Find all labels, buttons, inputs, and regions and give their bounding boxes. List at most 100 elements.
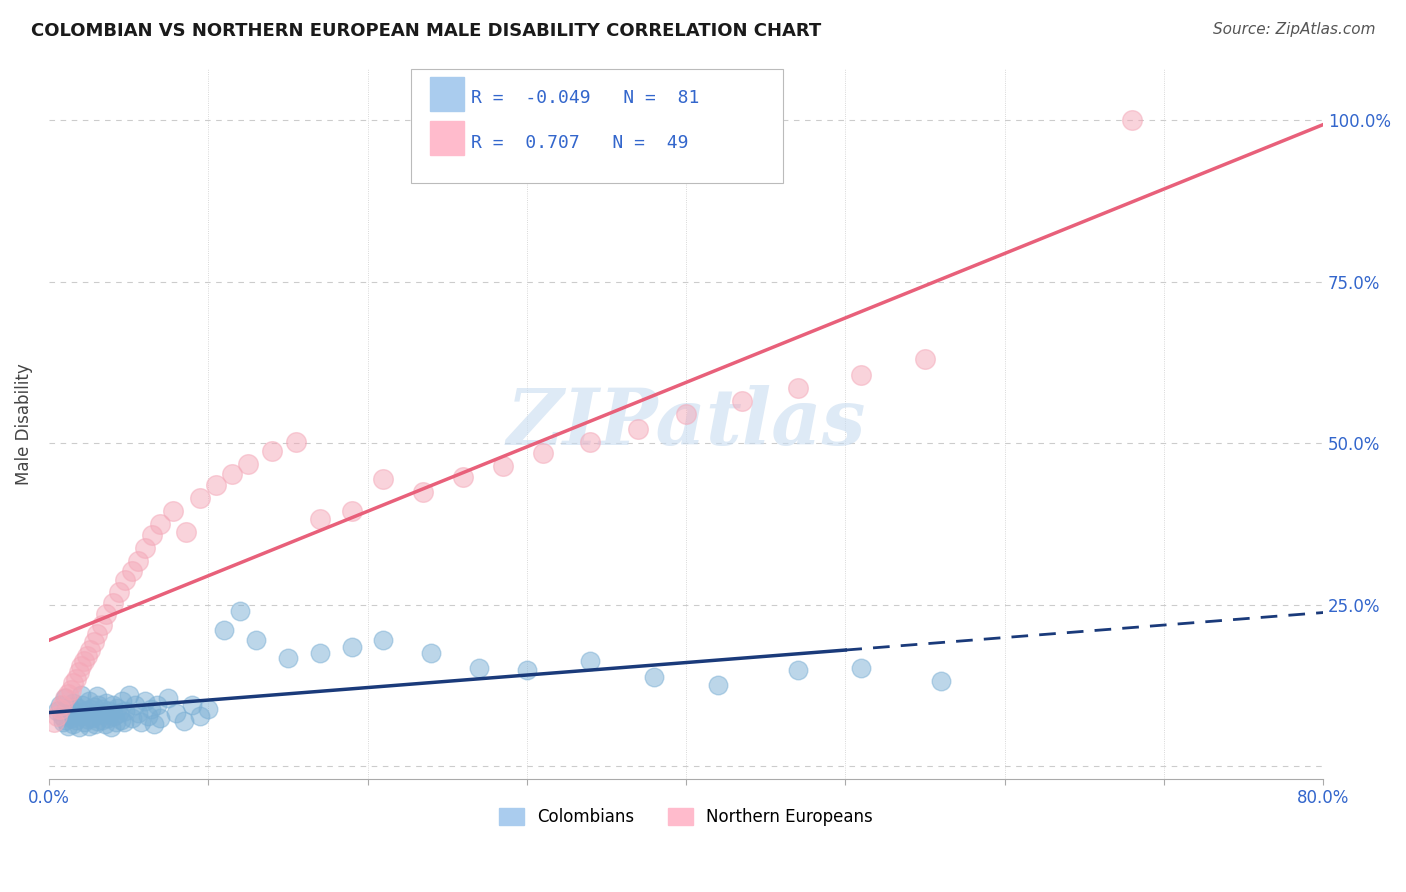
Point [284,434,307,449]
Point [468,661,491,675]
Point [731,394,754,409]
Point [197,702,219,716]
Point [786,664,808,678]
Point [114,704,136,718]
Point [59,699,82,714]
Point [851,661,873,675]
Point [86,690,108,704]
Point [84,717,107,731]
Point [101,596,124,610]
Point [53,691,76,706]
Point [67,665,90,680]
Point [173,714,195,728]
Point [67,720,90,734]
Point [55,702,77,716]
Point [914,352,936,367]
Point [45,708,67,723]
Point [56,719,79,733]
Point [100,720,122,734]
Point [69,688,91,702]
Point [121,710,143,724]
Point [86,626,108,640]
Point [90,713,112,727]
Point [87,698,110,712]
Point [340,640,363,654]
Point [308,646,330,660]
Point [83,635,105,649]
Point [60,682,83,697]
Point [308,512,330,526]
Point [146,698,169,712]
Point [108,706,131,720]
Point [69,708,91,723]
Point [420,646,443,660]
Point [76,712,98,726]
Point [96,607,118,622]
Point [134,541,156,555]
Point [75,704,97,718]
Point [73,654,96,668]
Point [277,650,299,665]
Point [112,715,135,730]
Point [188,491,211,505]
Point [52,715,75,730]
Point [65,672,87,686]
Point [101,698,124,712]
Point [45,704,67,718]
Point [340,504,363,518]
Point [143,717,166,731]
Point [127,706,149,720]
Point [108,584,131,599]
Point [76,649,98,664]
Point [103,708,125,723]
Point [134,694,156,708]
Point [91,702,114,716]
Point [516,664,538,678]
Point [579,654,602,668]
Point [114,573,136,587]
Point [212,624,235,638]
Point [63,706,86,720]
Point [124,698,146,712]
Point [675,407,697,421]
Point [627,422,650,436]
Point [51,708,73,723]
Text: Source: ZipAtlas.com: Source: ZipAtlas.com [1212,22,1375,37]
Point [96,696,118,710]
Point [786,381,808,395]
Point [73,715,96,730]
Point [136,708,159,723]
Point [93,717,115,731]
Point [49,698,72,712]
Point [62,717,84,731]
Point [707,678,730,692]
Point [412,484,434,499]
Point [90,618,112,632]
Point [181,698,204,712]
Point [131,715,153,730]
Point [121,564,143,578]
Point [62,696,84,710]
Point [643,670,665,684]
Legend: Colombians, Northern Europeans: Colombians, Northern Europeans [491,800,882,835]
Point [111,694,134,708]
Text: COLOMBIAN VS NORTHERN EUROPEAN MALE DISABILITY CORRELATION CHART: COLOMBIAN VS NORTHERN EUROPEAN MALE DISA… [31,22,821,40]
Point [53,713,76,727]
Point [107,701,129,715]
Point [86,714,108,728]
Point [77,719,100,733]
Point [851,368,873,383]
Point [79,702,101,716]
Point [97,710,120,724]
Point [51,698,73,712]
Point [60,710,83,724]
Point [53,691,76,706]
Point [72,698,94,712]
Point [492,458,515,473]
Point [66,701,89,715]
Point [79,642,101,657]
Point [165,706,187,720]
Point [62,676,84,690]
Point [579,434,602,449]
Text: R =  0.707   N =  49: R = 0.707 N = 49 [471,134,689,152]
